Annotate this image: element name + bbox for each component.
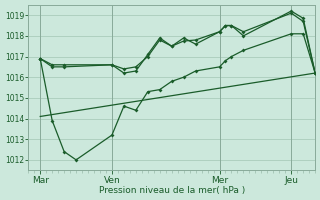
X-axis label: Pression niveau de la mer( hPa ): Pression niveau de la mer( hPa ) — [99, 186, 245, 195]
